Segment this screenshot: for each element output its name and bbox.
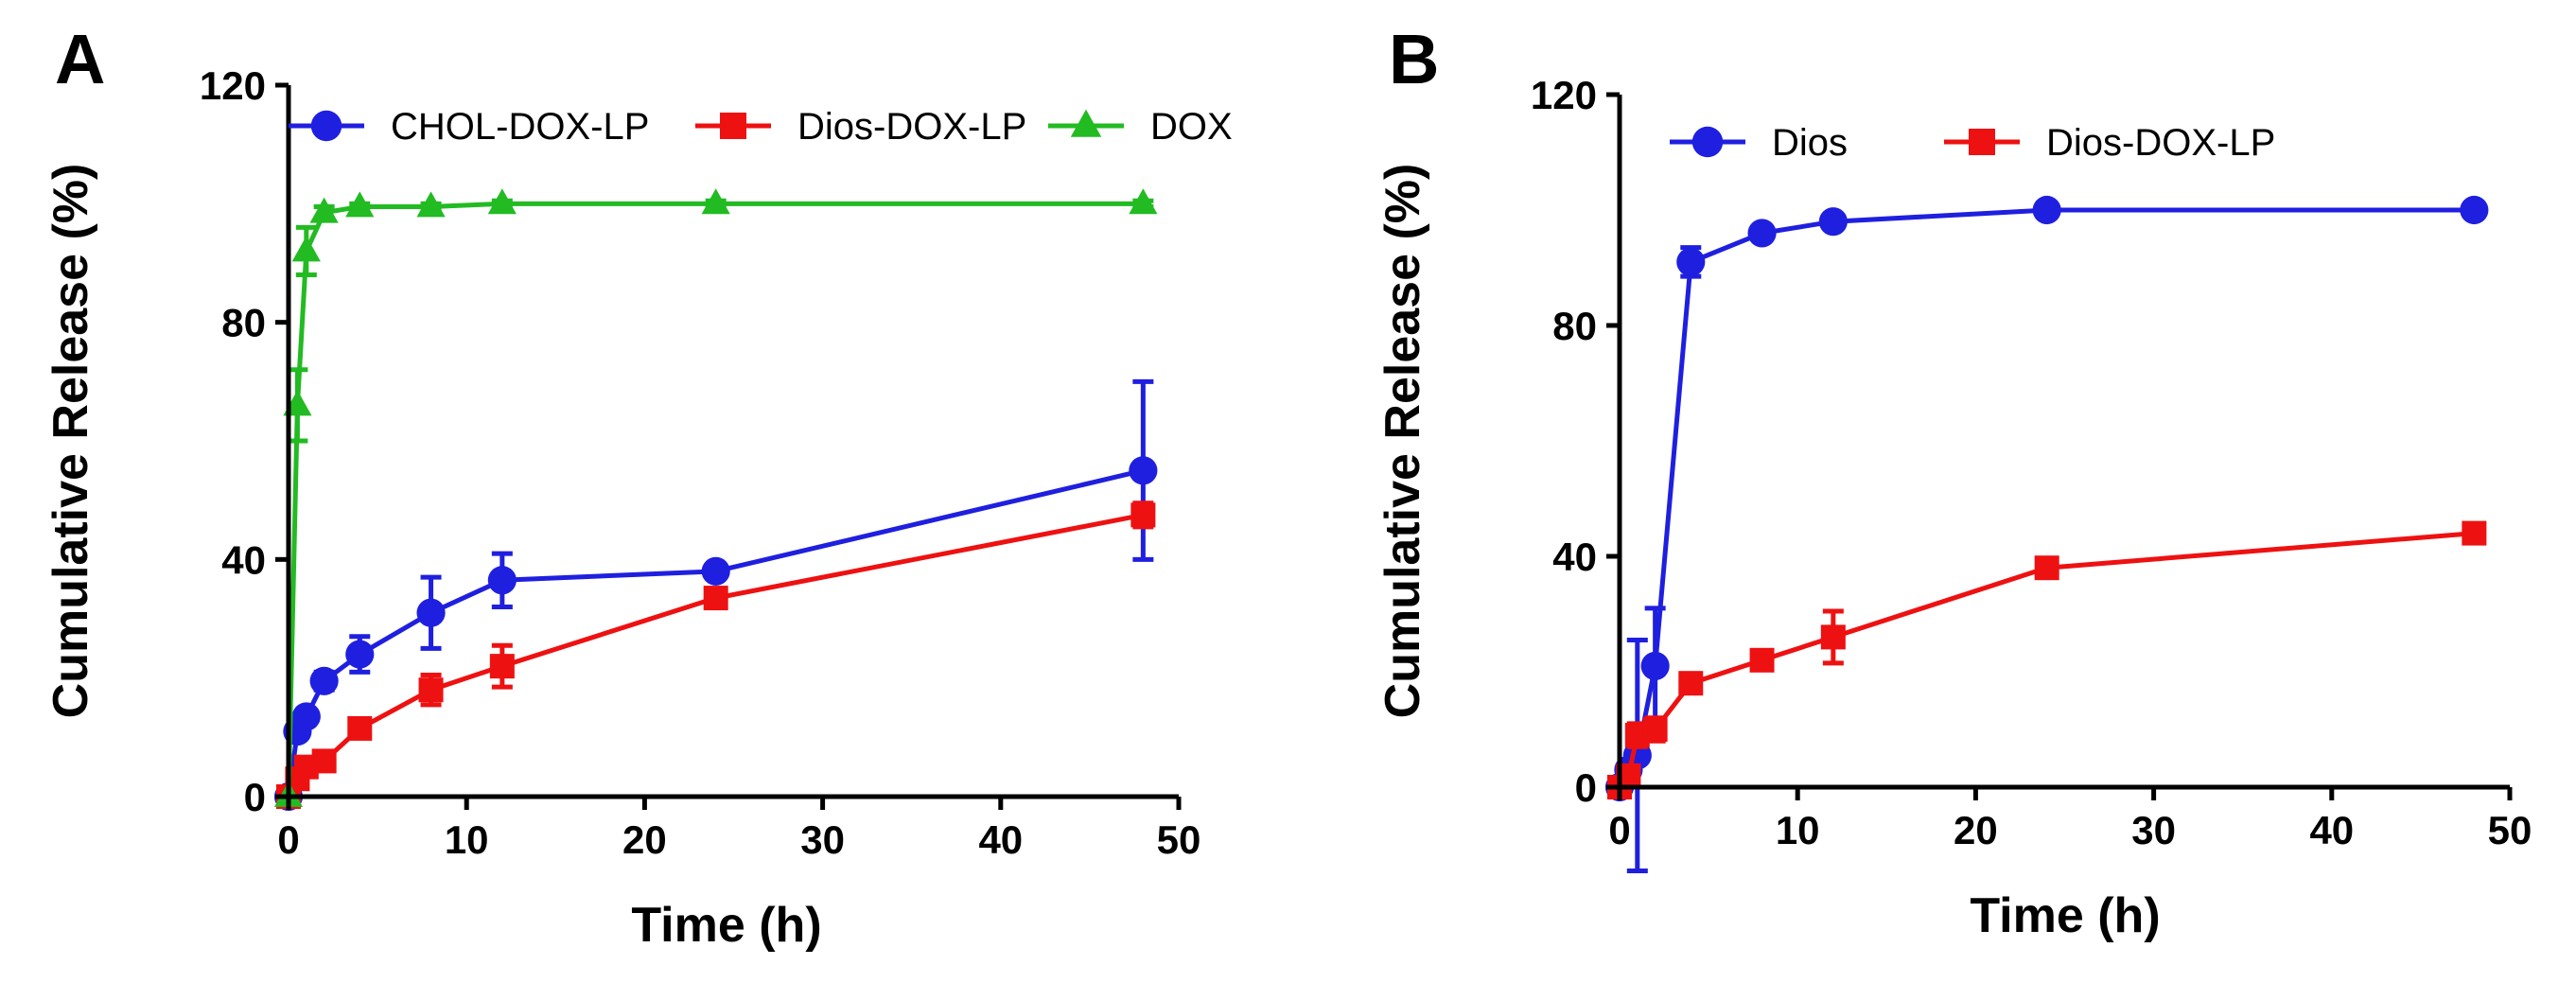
legend-swatch-marker	[310, 110, 342, 142]
data-point	[1130, 502, 1156, 528]
panel-a-ticks: 0 10 20 30 40 50 0 40 80 120	[200, 63, 1200, 862]
x-tick-label: 0	[277, 817, 299, 862]
panel-b-marks	[1604, 195, 2489, 873]
data-point	[291, 236, 321, 262]
y-tick-label: 80	[221, 301, 266, 345]
y-tick-label: 40	[221, 537, 266, 582]
y-tick-label: 80	[1552, 304, 1597, 348]
legend-item: DOX	[1048, 106, 1233, 148]
series-line	[286, 467, 1144, 798]
panel-b-ticks: 0 10 20 30 40 50 0 40 80 120	[1531, 73, 2532, 852]
data-point	[1129, 456, 1158, 485]
legend-item: Dios-DOX-LP	[1944, 122, 2275, 164]
series-chol-dox-lp	[273, 378, 1158, 812]
y-tick-label: 0	[1575, 765, 1597, 810]
data-point	[1820, 624, 1846, 650]
series-dios-dox-lp	[1607, 520, 2487, 799]
data-point	[311, 748, 337, 774]
legend-swatch-marker	[1691, 126, 1724, 158]
x-tick-label: 50	[1157, 817, 1201, 862]
x-tick-label: 10	[445, 817, 489, 862]
y-tick-label: 0	[244, 775, 266, 819]
data-point	[1129, 188, 1158, 215]
x-tick-label: 40	[978, 817, 1023, 862]
panel-b-letter: B	[1389, 20, 1439, 98]
panel-a-letter: A	[55, 20, 105, 98]
x-tick-label: 20	[1954, 808, 1998, 852]
panel-a-marks	[273, 188, 1158, 812]
data-point	[703, 586, 728, 611]
x-tick-label: 40	[2309, 808, 2354, 852]
series-dios-dox-lp	[276, 500, 1156, 809]
panel-b-legend: Dios Dios-DOX-LP	[1670, 122, 2275, 164]
data-point	[489, 654, 515, 679]
legend-item: Dios	[1670, 122, 1848, 164]
legend-swatch-marker	[1969, 129, 1995, 155]
panel-b-x-axis-title: Time (h)	[1970, 888, 2160, 943]
y-tick-label: 120	[1531, 73, 1597, 117]
x-tick-label: 0	[1608, 808, 1630, 852]
legend-swatch-marker	[720, 113, 746, 139]
data-point	[2460, 195, 2489, 225]
x-tick-label: 20	[622, 817, 667, 862]
data-point	[1678, 671, 1704, 696]
legend-label: CHOL-DOX-LP	[391, 106, 649, 148]
panel-a-y-axis-title: Cumulative Release (%)	[44, 164, 98, 719]
data-point	[291, 702, 321, 731]
data-point	[345, 640, 375, 669]
legend-label: DOX	[1150, 106, 1233, 148]
data-point	[416, 191, 446, 218]
panel-a: A 0 10 20 30 40 50 0 40 80 120 CHOL-DOX-LP Dios-DO…	[44, 20, 1233, 953]
legend-label: Dios-DOX-LP	[797, 106, 1026, 148]
data-point	[1747, 219, 1777, 248]
data-point	[1676, 247, 1706, 276]
data-point	[416, 598, 446, 627]
x-tick-label: 30	[2131, 808, 2176, 852]
legend-item: Dios-DOX-LP	[695, 106, 1026, 148]
data-point	[1640, 651, 1670, 680]
panel-a-legend: CHOL-DOX-LP Dios-DOX-LP DOX	[289, 106, 1233, 148]
panel-b-y-axis-title: Cumulative Release (%)	[1376, 164, 1430, 719]
data-point	[1818, 207, 1848, 237]
x-tick-label: 30	[800, 817, 845, 862]
data-point	[2462, 520, 2487, 546]
data-point	[2034, 555, 2059, 581]
legend-item: CHOL-DOX-LP	[289, 106, 649, 148]
data-point	[418, 677, 444, 703]
panel-b: B 0 10 20 30 40 50 0 40 80 120 Dios Dios-DOX-LP Ti…	[1376, 20, 2532, 943]
data-point	[1749, 647, 1775, 673]
data-point	[487, 188, 517, 215]
series-dios	[1604, 195, 2489, 873]
y-tick-label: 40	[1552, 535, 1597, 579]
data-point	[1642, 717, 1668, 742]
x-tick-label: 50	[2488, 808, 2532, 852]
x-tick-label: 10	[1776, 808, 1820, 852]
data-point	[2032, 195, 2061, 225]
legend-label: Dios-DOX-LP	[2046, 122, 2275, 164]
data-point	[701, 556, 730, 586]
data-point	[309, 666, 339, 695]
data-point	[487, 566, 517, 595]
y-tick-label: 120	[200, 63, 266, 108]
data-point	[345, 191, 375, 218]
data-point	[309, 197, 339, 223]
legend-swatch-marker	[1070, 109, 1102, 137]
series-line	[1617, 207, 2475, 789]
legend-label: Dios	[1772, 122, 1848, 164]
panel-a-x-axis-title: Time (h)	[631, 898, 821, 953]
data-point	[347, 715, 373, 741]
data-point	[701, 188, 730, 215]
